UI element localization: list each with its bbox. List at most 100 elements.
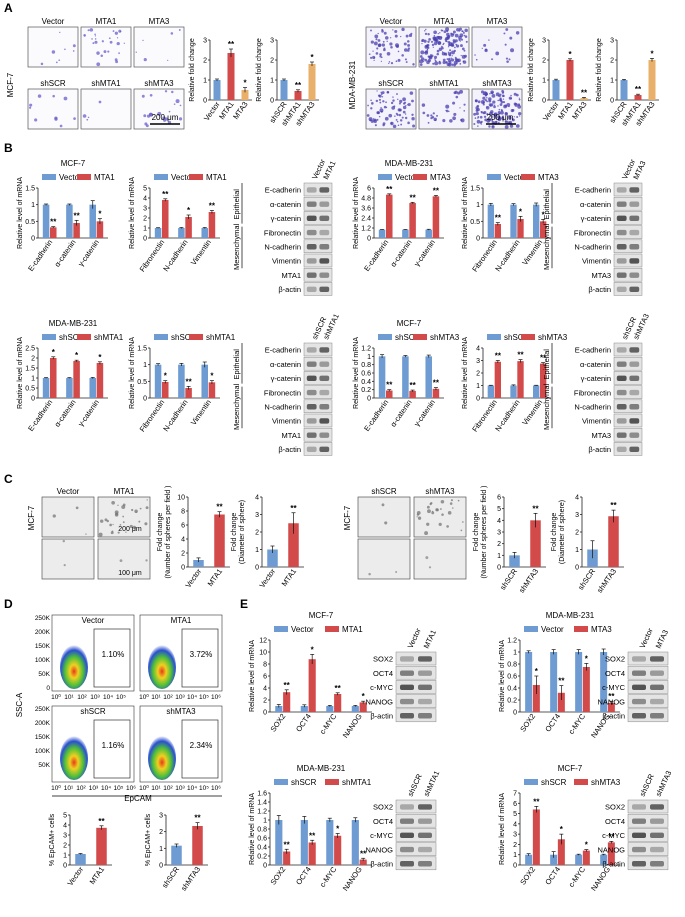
cell-dot bbox=[112, 523, 114, 526]
cell-dot bbox=[515, 124, 520, 128]
lane-label: shMTA1 bbox=[422, 769, 442, 798]
cell-dot bbox=[144, 522, 148, 526]
cell-dot bbox=[491, 121, 495, 124]
cell-dot bbox=[145, 559, 148, 562]
significance-mark: ** bbox=[162, 190, 169, 199]
bar-MTA3-0 bbox=[385, 194, 393, 238]
cell-dot bbox=[380, 60, 382, 62]
cell-dot bbox=[373, 57, 376, 59]
legend-swatch bbox=[274, 626, 288, 632]
chart-title: MDA-MB-231 bbox=[49, 319, 98, 328]
cell-dot bbox=[141, 94, 145, 98]
cell-dot bbox=[374, 124, 377, 127]
bar-shSCR-0 bbox=[42, 378, 50, 398]
y-tick-label: 3 bbox=[497, 530, 501, 537]
significance-mark: ** bbox=[335, 684, 342, 693]
category-label: OCT4 bbox=[543, 865, 562, 887]
cell-dot bbox=[63, 564, 66, 567]
facs-x-tick: 10⁵ bbox=[114, 785, 124, 792]
legend-label: shMTA1 bbox=[342, 778, 372, 787]
protein-band bbox=[632, 804, 646, 810]
protein-label: NANOG bbox=[597, 845, 625, 854]
facs-x-tick: 10⁴ bbox=[187, 694, 197, 701]
cell-dot bbox=[149, 93, 153, 97]
cell-dot bbox=[419, 55, 423, 58]
cell-dot bbox=[379, 53, 382, 56]
cell-dot bbox=[381, 43, 386, 47]
cell-dot bbox=[453, 91, 457, 95]
cell-dot bbox=[497, 105, 499, 107]
y-tick-label: 2 bbox=[63, 843, 67, 850]
y-tick-label: 1 bbox=[513, 852, 517, 859]
y-axis-title: Relative level of mRNA bbox=[353, 177, 360, 249]
legend-label: MTA3 bbox=[430, 173, 451, 182]
category-label: E-cadherin bbox=[362, 238, 390, 273]
y-tick-label: 0 bbox=[610, 98, 614, 105]
bar-Vector-2 bbox=[575, 652, 583, 712]
cell-dot bbox=[162, 116, 166, 120]
category-label: OCT4 bbox=[543, 712, 562, 734]
category-label: NANOG bbox=[341, 865, 364, 893]
cell-dot bbox=[446, 62, 450, 67]
image-frame bbox=[133, 88, 185, 130]
cell-dot bbox=[474, 99, 478, 103]
bar-shMTA1-0 bbox=[283, 851, 291, 865]
bar-MTA1-1 bbox=[308, 659, 316, 712]
category-label: c-MYC bbox=[567, 865, 588, 889]
blot-strip bbox=[303, 442, 333, 456]
protein-label: β-actin bbox=[602, 711, 625, 720]
bar-shMTA1-3 bbox=[359, 859, 367, 865]
sphere-image bbox=[413, 496, 467, 538]
cell-dot bbox=[395, 118, 398, 121]
bar-MTA1-0 bbox=[49, 227, 57, 238]
cell-dot bbox=[377, 39, 381, 42]
blot-strip bbox=[303, 385, 333, 399]
bar-shSCR-1 bbox=[402, 356, 409, 398]
protein-band bbox=[306, 229, 317, 236]
cell-dot bbox=[377, 43, 382, 48]
cell-dot bbox=[94, 35, 97, 37]
cell-dot bbox=[449, 119, 453, 123]
cell-dot bbox=[395, 570, 398, 574]
protein-band bbox=[319, 361, 330, 367]
protein-band bbox=[650, 861, 664, 867]
facs-x-tick: 10³ bbox=[89, 785, 99, 792]
significance-mark: * bbox=[75, 351, 79, 360]
legend-label: Vector bbox=[59, 173, 82, 182]
cell-dot bbox=[419, 63, 423, 66]
facs-x-tick: 10¹ bbox=[64, 694, 74, 701]
bar-2 bbox=[648, 60, 656, 100]
blot-strip bbox=[303, 413, 333, 428]
protein-band bbox=[319, 432, 330, 438]
sphere-image bbox=[97, 496, 151, 538]
cell-dot bbox=[445, 109, 449, 113]
bar-shSCR-1 bbox=[178, 364, 185, 398]
protein-label: β-actin bbox=[278, 285, 301, 294]
category-label: E-cadherin bbox=[26, 238, 54, 273]
bar-Vector-1 bbox=[66, 204, 73, 238]
significance-mark: ** bbox=[409, 193, 416, 202]
protein-band bbox=[650, 684, 664, 691]
protein-band bbox=[418, 684, 432, 691]
significance-mark: * bbox=[336, 825, 340, 834]
cell-dot bbox=[59, 124, 63, 128]
flow-cytometry-plot: shSCR 1.16% bbox=[51, 705, 135, 783]
cell-dot bbox=[427, 32, 430, 36]
legend-label: shSCR bbox=[541, 778, 567, 787]
cell-dot bbox=[110, 531, 114, 535]
blot-strip bbox=[303, 267, 333, 282]
cell-dot bbox=[37, 94, 42, 98]
cell-dot bbox=[431, 43, 435, 47]
cell-dot bbox=[493, 105, 496, 109]
facs-x-tick: 10¹ bbox=[64, 785, 74, 792]
cell-dot bbox=[430, 116, 433, 120]
cell-dot bbox=[464, 35, 468, 38]
protein-label: E-cadherin bbox=[265, 346, 301, 355]
cell-dot bbox=[481, 47, 483, 49]
cell-dot bbox=[427, 46, 430, 50]
facs-x-tick: 10² bbox=[76, 785, 86, 792]
legend-label: shMTA3 bbox=[591, 778, 621, 787]
image-frame bbox=[41, 538, 95, 580]
cell-dot bbox=[73, 117, 76, 120]
cell-dot bbox=[416, 516, 418, 518]
